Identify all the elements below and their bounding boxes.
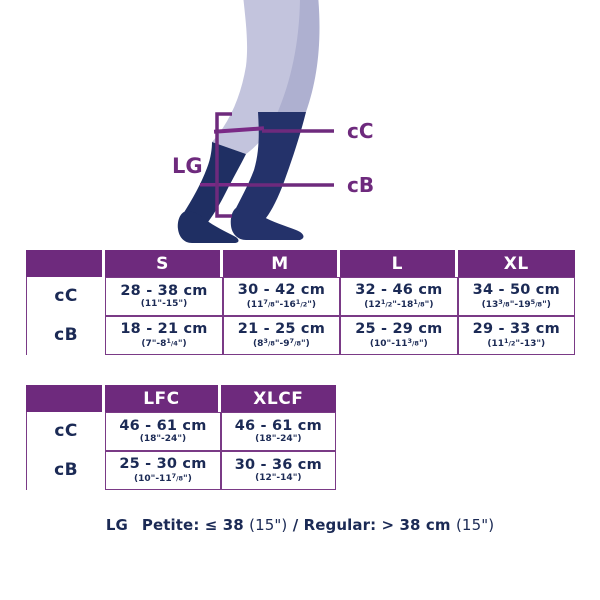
cell-cb-xl: 29 - 33 cm (111/2"-13") <box>457 316 575 355</box>
cell-cc-l: 32 - 46 cm (121/2"-181/8") <box>340 277 458 316</box>
footnote-separator: / <box>292 516 299 534</box>
lg-bracket-label: LG <box>172 154 203 178</box>
value-cm: 28 - 38 cm <box>120 282 208 299</box>
cell-cb-m: 21 - 25 cm (83/8"-97/8") <box>222 316 341 355</box>
value-inches: (18"-24") <box>139 433 187 444</box>
table-header-row: S M L XL <box>26 250 575 277</box>
back-leg-sock <box>230 112 306 232</box>
table-row: cB 18 - 21 cm (7"-81/4") 21 - 25 cm (83/… <box>26 316 575 355</box>
cell-cb-xlcf: 30 - 36 cm (12"-14") <box>220 451 336 490</box>
table-row: cC 28 - 38 cm (11"-15") 30 - 42 cm (117/… <box>26 277 575 316</box>
value-inches: (12"-14") <box>255 472 302 483</box>
column-header-s: S <box>105 250 223 277</box>
column-header-xl: XL <box>457 250 575 277</box>
value-inches: (83/8"-97/8") <box>253 336 310 349</box>
value-cm: 25 - 29 cm <box>355 320 443 337</box>
value-inches: (10"-117/8") <box>134 471 192 484</box>
cc-label: cC <box>347 119 374 143</box>
table-header-row: LFC XLCF <box>26 385 336 412</box>
cc-measure-band <box>213 126 265 134</box>
column-header-lfc: LFC <box>105 385 221 412</box>
leg-measurement-illustration: LG cC cB <box>172 0 374 243</box>
sizing-table-standard: S M L XL cC 28 - 38 cm (11"-15") 30 - 42… <box>26 250 575 355</box>
front-foot <box>177 211 239 243</box>
value-inches: (18"-24") <box>255 433 302 444</box>
cb-label: cB <box>347 173 374 197</box>
value-cm: 32 - 46 cm <box>355 281 443 298</box>
value-cm: 30 - 36 cm <box>234 456 322 473</box>
footnote-regular-label: Regular: > 38 cm <box>303 516 451 534</box>
sizing-table-extended: LFC XLCF cC 46 - 61 cm (18"-24") 46 - 61… <box>26 385 336 490</box>
footnote-regular-inches: (15") <box>455 516 495 534</box>
cell-cc-lfc: 46 - 61 cm (18"-24") <box>105 412 221 451</box>
value-cm: 21 - 25 cm <box>237 320 326 337</box>
front-leg-sock <box>180 142 246 232</box>
value-inches: (11"-15") <box>140 298 188 309</box>
back-foot <box>230 207 304 240</box>
table-corner-cell <box>26 250 106 277</box>
row-label-cb: cB <box>26 451 106 490</box>
value-cm: 34 - 50 cm <box>472 281 560 298</box>
table-row: cB 25 - 30 cm (10"-117/8") 30 - 36 cm (1… <box>26 451 336 490</box>
cell-cb-l: 25 - 29 cm (10"-113/8") <box>340 316 458 355</box>
row-label-cc: cC <box>26 277 106 316</box>
value-cm: 30 - 42 cm <box>237 281 326 298</box>
row-label-cb: cB <box>26 316 106 355</box>
value-inches: (111/2"-13") <box>487 336 546 349</box>
value-cm: 46 - 61 cm <box>234 417 322 434</box>
value-inches: (117/8"-161/2") <box>246 297 317 310</box>
cell-cc-xl: 34 - 50 cm (133/8"-195/8") <box>457 277 575 316</box>
footnote-petite-label: Petite: ≤ 38 <box>141 516 244 534</box>
footnote-petite-inches: (15") <box>249 516 288 534</box>
front-leg-skin <box>212 0 300 154</box>
value-inches: (7"-81/4") <box>141 336 187 349</box>
value-inches: (133/8"-195/8") <box>481 297 551 310</box>
cell-cc-s: 28 - 38 cm (11"-15") <box>105 277 223 316</box>
value-cm: 29 - 33 cm <box>472 320 560 337</box>
table-corner-cell <box>26 385 106 412</box>
cell-cb-lfc: 25 - 30 cm (10"-117/8") <box>105 451 221 490</box>
column-header-l: L <box>340 250 458 277</box>
footnote-lg-tag: LG <box>105 516 128 534</box>
cell-cb-s: 18 - 21 cm (7"-81/4") <box>105 316 223 355</box>
value-inches: (10"-113/8") <box>369 336 428 349</box>
lg-bracket <box>215 112 232 218</box>
value-cm: 46 - 61 cm <box>119 417 207 434</box>
cell-cc-m: 30 - 42 cm (117/8"-161/2") <box>222 277 341 316</box>
cb-measure-band <box>200 183 248 187</box>
value-cm: 25 - 30 cm <box>119 455 207 472</box>
column-header-m: M <box>222 250 341 277</box>
value-inches: (121/2"-181/8") <box>364 297 434 310</box>
value-cm: 18 - 21 cm <box>120 320 208 337</box>
cell-cc-xlcf: 46 - 61 cm (18"-24") <box>220 412 336 451</box>
length-footnote: LG Petite: ≤ 38 (15") / Regular: > 38 cm … <box>0 516 600 534</box>
table-row: cC 46 - 61 cm (18"-24") 46 - 61 cm (18"-… <box>26 412 336 451</box>
column-header-xlcf: XLCF <box>220 385 336 412</box>
row-label-cc: cC <box>26 412 106 451</box>
